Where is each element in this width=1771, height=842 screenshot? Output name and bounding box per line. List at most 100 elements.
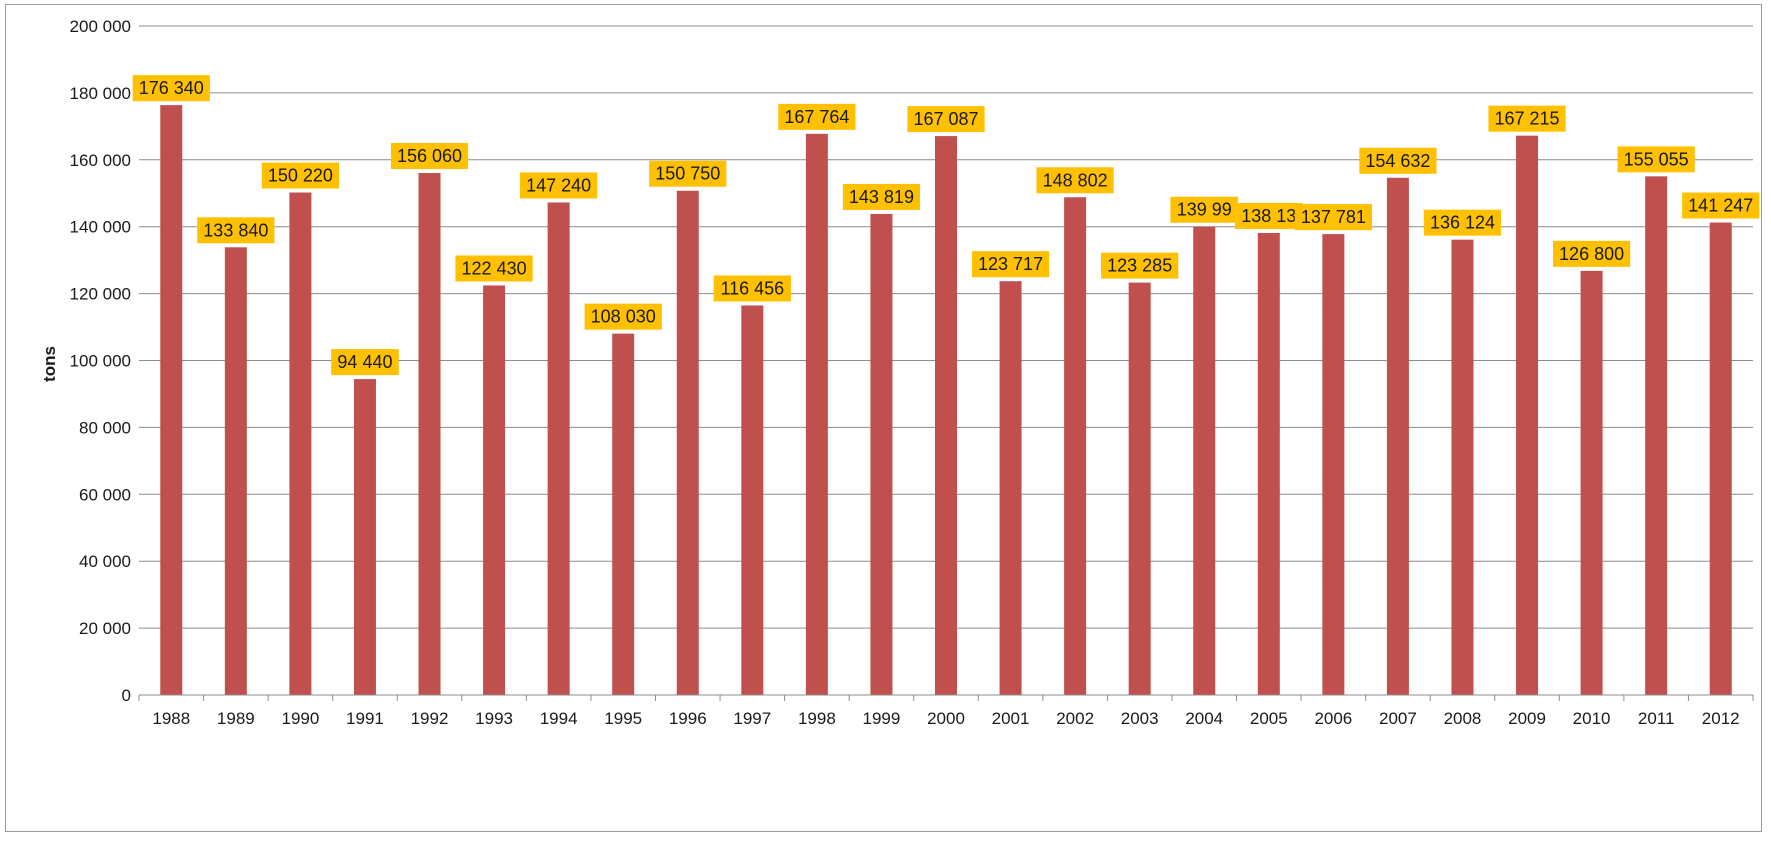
data-label-background [197, 217, 275, 244]
x-tick-label: 2002 [1056, 709, 1094, 728]
data-label: 167 215 [1488, 105, 1566, 132]
data-label-background [713, 275, 791, 302]
data-label-background [1553, 240, 1631, 267]
data-label-background [1617, 146, 1695, 173]
data-label-value: 167 764 [784, 107, 849, 127]
data-labels: 176 340 133 840 150 220 94 440 156 060 122 43… [132, 75, 1760, 376]
x-tick-label: 1995 [604, 709, 642, 728]
data-label: 143 819 [842, 183, 921, 210]
data-label-value: 116 456 [720, 278, 784, 298]
bar-2000 [935, 136, 957, 695]
x-tick-label: 1998 [798, 709, 836, 728]
y-tick-label: 180 000 [70, 84, 131, 103]
bar-1997 [741, 305, 764, 695]
data-label: 123 717 [971, 251, 1050, 278]
y-tick-label: 80 000 [79, 418, 131, 437]
x-tick-label: 2009 [1508, 709, 1546, 728]
x-tick-label: 2007 [1379, 709, 1417, 728]
y-tick-label: 20 000 [79, 619, 131, 638]
bar-1991 [353, 379, 376, 695]
y-tick-label: 140 000 [70, 218, 131, 237]
y-tick-label: 100 000 [70, 352, 131, 371]
bar-1996 [676, 190, 699, 695]
x-tick-label: 2001 [992, 709, 1030, 728]
data-label: 154 632 [1359, 147, 1437, 174]
data-label-value: 148 802 [1043, 170, 1108, 190]
bar-1995 [612, 333, 635, 695]
data-label-value: 141 247 [1688, 196, 1753, 216]
bars [160, 105, 1732, 696]
x-tick-label: 2012 [1702, 709, 1740, 728]
data-label: 133 840 [197, 217, 275, 244]
x-tick-label: 1988 [152, 709, 190, 728]
y-axis-tick-labels: 0 20 000 40 000 60 000 80 000 100 000 120 000 1… [70, 17, 131, 705]
data-label: 138 13 [1235, 202, 1303, 229]
data-label-background [1682, 192, 1760, 219]
x-tick-label: 2010 [1573, 709, 1611, 728]
bar-1993 [483, 285, 506, 695]
y-tick-label: 120 000 [70, 285, 131, 304]
x-tick-label: 1996 [669, 709, 707, 728]
data-label-value: 150 750 [655, 164, 720, 184]
data-label: 139 99 [1170, 196, 1239, 223]
data-label-value: 126 800 [1559, 244, 1624, 264]
bar-2010 [1580, 270, 1603, 695]
data-label: 167 764 [778, 103, 856, 130]
data-label-value: 155 055 [1624, 149, 1689, 169]
data-label: 150 220 [261, 162, 339, 189]
x-tick-label: 1999 [863, 709, 901, 728]
data-label: 137 781 [1294, 204, 1372, 231]
x-tick-label: 2005 [1250, 709, 1288, 728]
data-label-value: 138 13 [1241, 206, 1296, 226]
data-label-value: 154 632 [1365, 151, 1430, 171]
data-label-background [132, 75, 210, 102]
data-label-background [1036, 167, 1114, 194]
data-label-background [649, 160, 727, 187]
bar-2008 [1451, 239, 1474, 695]
x-tick-label: 2008 [1444, 709, 1482, 728]
data-label: 150 750 [649, 160, 727, 187]
x-tick-label: 2004 [1185, 709, 1223, 728]
data-label-background [1488, 105, 1566, 132]
x-tick-label: 1993 [475, 709, 513, 728]
data-label-background [455, 255, 533, 282]
data-label-value: 156 060 [397, 146, 462, 166]
data-label-value: 143 819 [849, 187, 914, 207]
data-label-background [584, 303, 662, 330]
data-label: 123 285 [1101, 252, 1179, 279]
y-tick-label: 60 000 [79, 485, 131, 504]
data-label: 122 430 [455, 255, 533, 282]
data-label: 116 456 [713, 275, 791, 302]
data-label-value: 176 340 [139, 78, 204, 98]
data-label: 136 124 [1423, 209, 1502, 236]
data-label-background [1235, 202, 1303, 229]
chart-frame: 0 20 000 40 000 60 000 80 000 100 000 120 000 1… [5, 4, 1762, 832]
data-label-value: 150 220 [268, 166, 333, 186]
data-label: 155 055 [1617, 146, 1695, 173]
data-label: 156 060 [390, 142, 469, 169]
x-tick-label: 2000 [927, 709, 965, 728]
data-label-value: 139 99 [1177, 200, 1232, 220]
bar-2004 [1193, 226, 1216, 695]
data-label-value: 147 240 [526, 175, 591, 195]
bar-2011 [1645, 176, 1668, 696]
bar-2001 [999, 281, 1022, 695]
data-label-value: 122 430 [462, 258, 527, 278]
x-tick-label: 2003 [1121, 709, 1159, 728]
data-label-value: 136 124 [1430, 213, 1495, 233]
bar-1994 [547, 202, 570, 696]
data-label: 108 030 [584, 303, 662, 330]
data-label-background [1359, 147, 1437, 174]
bar-2007 [1386, 177, 1409, 695]
bar-1992 [418, 172, 441, 695]
data-label-background [520, 172, 598, 199]
bar-2002 [1064, 197, 1087, 695]
y-tick-label: 200 000 [70, 17, 131, 36]
data-label-value: 94 440 [337, 352, 392, 372]
data-label-background [1101, 252, 1179, 279]
bar-1999 [870, 213, 893, 695]
data-label: 126 800 [1553, 240, 1631, 267]
x-axis-tick-labels: 1988 1989 1990 1991 1992 1993 1994 1995 1996 1997… [152, 709, 1739, 728]
data-label-value: 167 215 [1495, 109, 1560, 129]
